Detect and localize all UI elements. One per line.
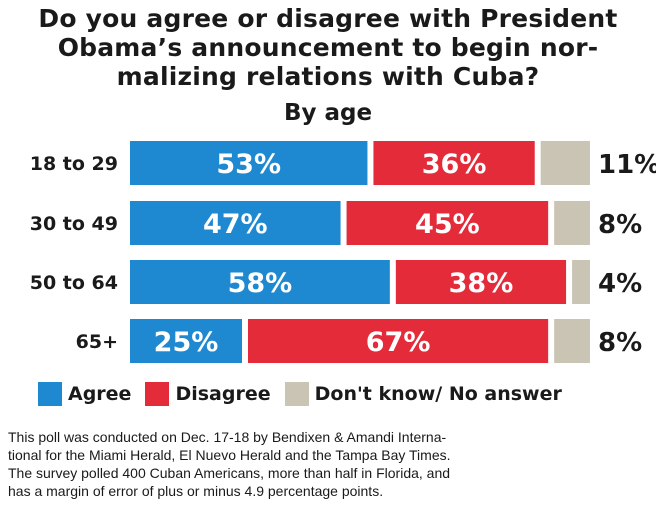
- chart-title: Do you agree or disagree with President …: [0, 4, 656, 91]
- footnote-line-4: has a margin of error of plus or minus 4…: [8, 483, 384, 499]
- category-label-18-to-29: 18 to 29: [30, 153, 118, 175]
- title-line-1: Do you agree or disagree with President: [38, 4, 618, 33]
- legend-label-disagree: Disagree: [175, 383, 271, 405]
- legend-swatch-agree: [38, 382, 62, 406]
- bar-disagree-18-to-29: [373, 141, 535, 185]
- footnote-line-2: tional for the Miami Herald, El Nuevo He…: [8, 447, 451, 463]
- value-label-disagree-65: 67%: [366, 327, 431, 358]
- value-label-dont-know-30-to-49: 8%: [598, 210, 642, 240]
- bar-dont-know-50-to-64: [572, 260, 590, 304]
- value-label-dont-know-65: 8%: [598, 328, 642, 358]
- footnote-line-1: This poll was conducted on Dec. 17-18 by…: [8, 429, 447, 445]
- value-label-disagree-50-to-64: 38%: [449, 268, 514, 299]
- footnote-line-3: The survey polled 400 Cuban Americans, m…: [8, 465, 451, 481]
- value-label-disagree-30-to-49: 45%: [415, 209, 480, 240]
- bar-agree-30-to-49: [130, 201, 341, 245]
- legend-label-dont-know: Don't know/ No answer: [314, 383, 562, 405]
- stacked-bar-chart: 18 to 29 53% 36% 11% 30 to 49 47% 45% 8% 50 to 6…: [30, 141, 656, 363]
- legend-label-agree: Agree: [68, 383, 132, 405]
- legend-swatch-disagree: [145, 382, 170, 406]
- bar-agree-50-to-64: [130, 260, 390, 304]
- value-label-agree-65: 25%: [154, 327, 219, 358]
- legend-swatch-dont-know: [284, 382, 309, 406]
- legend-item-dont-know: Don't know/ No answer: [284, 382, 562, 406]
- title-line-2: Obama’s announcement to begin nor-: [57, 33, 599, 62]
- bar-disagree-30-to-49: [346, 201, 549, 245]
- value-label-disagree-18-to-29: 36%: [422, 149, 487, 180]
- bar-dont-know-30-to-49: [554, 201, 590, 245]
- chart-subtitle: By age: [283, 100, 373, 126]
- bar-disagree-65: [248, 319, 549, 363]
- legend: Agree Disagree Don't know/ No answer: [38, 382, 576, 406]
- category-label-65: 65+: [76, 331, 118, 353]
- category-label-30-to-49: 30 to 49: [30, 213, 118, 235]
- title-line-3: malizing relations with Cuba?: [116, 62, 540, 91]
- bar-disagree-50-to-64: [395, 260, 567, 304]
- bar-agree-18-to-29: [130, 141, 368, 185]
- legend-item-disagree: Disagree: [145, 382, 271, 406]
- footnote: This poll was conducted on Dec. 17-18 by…: [8, 428, 648, 500]
- bar-agree-65: [130, 319, 242, 363]
- legend-item-agree: Agree: [38, 382, 131, 406]
- value-label-dont-know-18-to-29: 11%: [598, 150, 656, 180]
- value-label-dont-know-50-to-64: 4%: [598, 269, 642, 299]
- value-label-agree-50-to-64: 58%: [228, 268, 293, 299]
- bar-dont-know-65: [554, 319, 590, 363]
- category-label-50-to-64: 50 to 64: [30, 272, 118, 294]
- bar-dont-know-18-to-29: [540, 141, 590, 185]
- value-label-agree-30-to-49: 47%: [203, 209, 268, 240]
- value-label-agree-18-to-29: 53%: [216, 149, 281, 180]
